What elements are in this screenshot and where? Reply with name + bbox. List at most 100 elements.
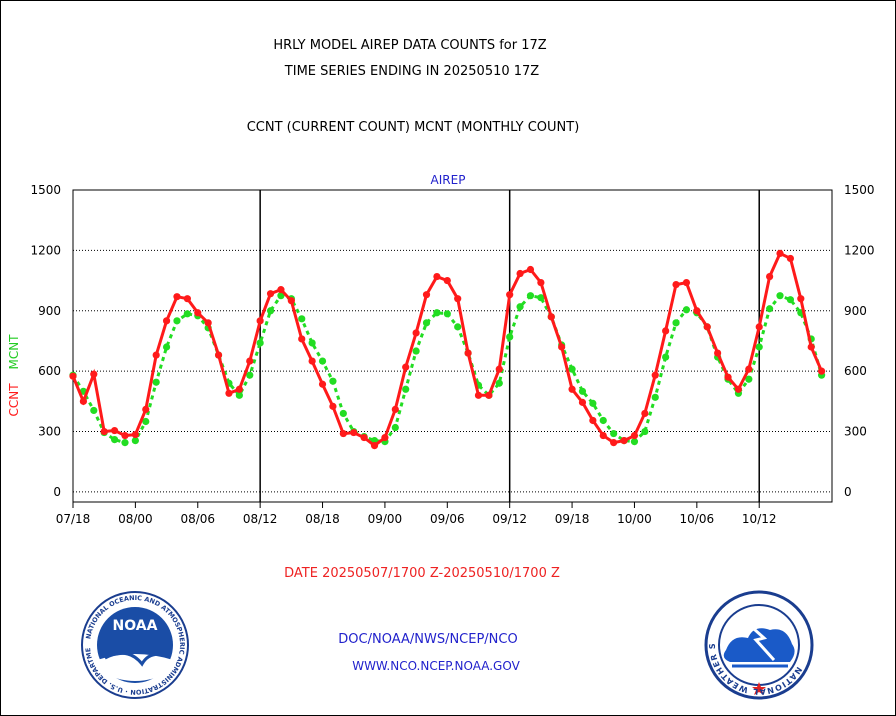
data-point-ccnt (693, 307, 701, 315)
data-point-ccnt (464, 349, 472, 357)
data-point-mcnt (298, 315, 306, 323)
data-point-ccnt (100, 427, 108, 436)
data-point-mcnt (537, 294, 545, 302)
data-point-ccnt (786, 254, 795, 263)
x-tick-label: 08/18 (305, 512, 340, 526)
airep-chart: AIREP CCNT MCNT 0 0 300 300 600 600 900 900 1200… (7, 173, 875, 526)
data-point-ccnt (287, 297, 295, 305)
data-point-mcnt (526, 292, 535, 300)
plot-area-frame (72, 189, 833, 503)
data-point-mcnt (266, 307, 275, 315)
data-point-ccnt (69, 372, 77, 380)
data-point-mcnt (308, 339, 316, 347)
y-tick-label-left: 0 (53, 485, 61, 499)
data-point-mcnt (589, 399, 597, 407)
data-point-ccnt (173, 293, 181, 301)
data-point-ccnt (121, 431, 129, 440)
data-point-ccnt (485, 391, 493, 399)
x-tick-label: 09/18 (555, 512, 590, 526)
y-tick-label-left: 900 (38, 304, 61, 318)
data-point-ccnt (755, 323, 763, 331)
series-line-mcnt (71, 293, 824, 445)
data-point-mcnt (131, 437, 139, 445)
data-point-mcnt (121, 439, 129, 447)
data-point-ccnt (329, 402, 337, 410)
data-point-ccnt (797, 295, 805, 303)
noaa-logo: NOAA NATIONAL OCEANIC AND ATMOSPHERIC AD… (80, 590, 189, 699)
data-point-ccnt (818, 367, 826, 375)
y-tick-label-right: 600 (844, 364, 867, 378)
x-tick-label: 10/06 (680, 512, 715, 526)
y-tick-label-right: 1200 (844, 243, 875, 257)
data-point-ccnt (599, 431, 607, 440)
data-point-ccnt (256, 317, 264, 325)
data-point-ccnt (495, 365, 503, 373)
data-point-mcnt (173, 317, 181, 325)
ylabel-mcnt: MCNT (7, 334, 21, 370)
data-point-mcnt (277, 292, 285, 300)
data-point-ccnt (714, 349, 722, 357)
data-point-ccnt (734, 385, 743, 393)
data-point-ccnt (235, 385, 243, 393)
data-point-ccnt (433, 272, 441, 281)
data-point-mcnt (568, 365, 576, 373)
data-point-ccnt (131, 430, 139, 439)
data-point-ccnt (308, 357, 316, 365)
y-tick-label-left: 1200 (30, 243, 61, 257)
data-point-ccnt (578, 398, 587, 406)
data-point-ccnt (672, 281, 680, 289)
y-tick-label-right: 900 (844, 304, 867, 318)
org-label: DOC/NOAA/NWS/NCEP/NCO (338, 632, 518, 647)
data-point-ccnt (807, 343, 815, 351)
data-point-mcnt (183, 310, 191, 318)
data-point-mcnt (776, 292, 784, 300)
data-point-ccnt (422, 291, 431, 299)
data-point-mcnt (402, 385, 410, 393)
x-tick-label: 07/18 (56, 512, 91, 526)
data-point-mcnt (766, 305, 774, 313)
chart-inner-title: AIREP (431, 173, 466, 187)
data-point-ccnt (246, 357, 254, 365)
data-point-mcnt (391, 423, 399, 432)
data-point-ccnt (454, 295, 462, 303)
svg-text:NOAA: NOAA (113, 618, 158, 634)
data-point-ccnt (662, 327, 670, 335)
data-point-mcnt (152, 378, 160, 386)
data-point-mcnt (90, 406, 98, 415)
data-point-ccnt (620, 437, 628, 445)
x-tick-label: 10/12 (742, 512, 777, 526)
data-point-ccnt (474, 391, 483, 399)
data-point-ccnt (641, 409, 649, 418)
data-point-ccnt (298, 335, 306, 343)
data-point-ccnt (402, 363, 410, 371)
data-point-ccnt (630, 431, 639, 440)
data-point-mcnt (329, 377, 337, 385)
data-point-mcnt (755, 343, 763, 351)
x-tick-label: 09/00 (368, 512, 403, 526)
data-point-ccnt (506, 291, 514, 299)
data-point-ccnt (152, 351, 160, 359)
data-point-ccnt (516, 269, 524, 278)
data-point-mcnt (641, 427, 649, 436)
data-point-mcnt (651, 393, 659, 401)
data-point-ccnt (610, 439, 618, 447)
data-point-ccnt (162, 317, 171, 325)
data-point-ccnt (90, 370, 98, 378)
date-range-label: DATE 20250507/1700 Z-20250510/1700 Z (284, 566, 560, 581)
data-point-mcnt (599, 416, 607, 425)
data-point-ccnt (339, 429, 347, 438)
data-point-ccnt (266, 290, 275, 298)
data-point-mcnt (110, 436, 119, 444)
data-point-mcnt (318, 357, 327, 365)
data-point-ccnt (277, 286, 285, 294)
data-point-ccnt (412, 329, 420, 337)
data-point-mcnt (786, 296, 795, 304)
chart-subtitle: CCNT (CURRENT COUNT) MCNT (MONTHLY COUNT… (246, 120, 580, 135)
y-tick-label-right: 1500 (844, 183, 875, 197)
y-tick-label-left: 1500 (30, 183, 61, 197)
data-point-mcnt (246, 371, 254, 379)
data-point-ccnt (214, 351, 223, 359)
y-tick-label-right: 0 (844, 485, 852, 499)
data-point-mcnt (142, 417, 150, 426)
y-tick-label-right: 300 (844, 425, 867, 439)
